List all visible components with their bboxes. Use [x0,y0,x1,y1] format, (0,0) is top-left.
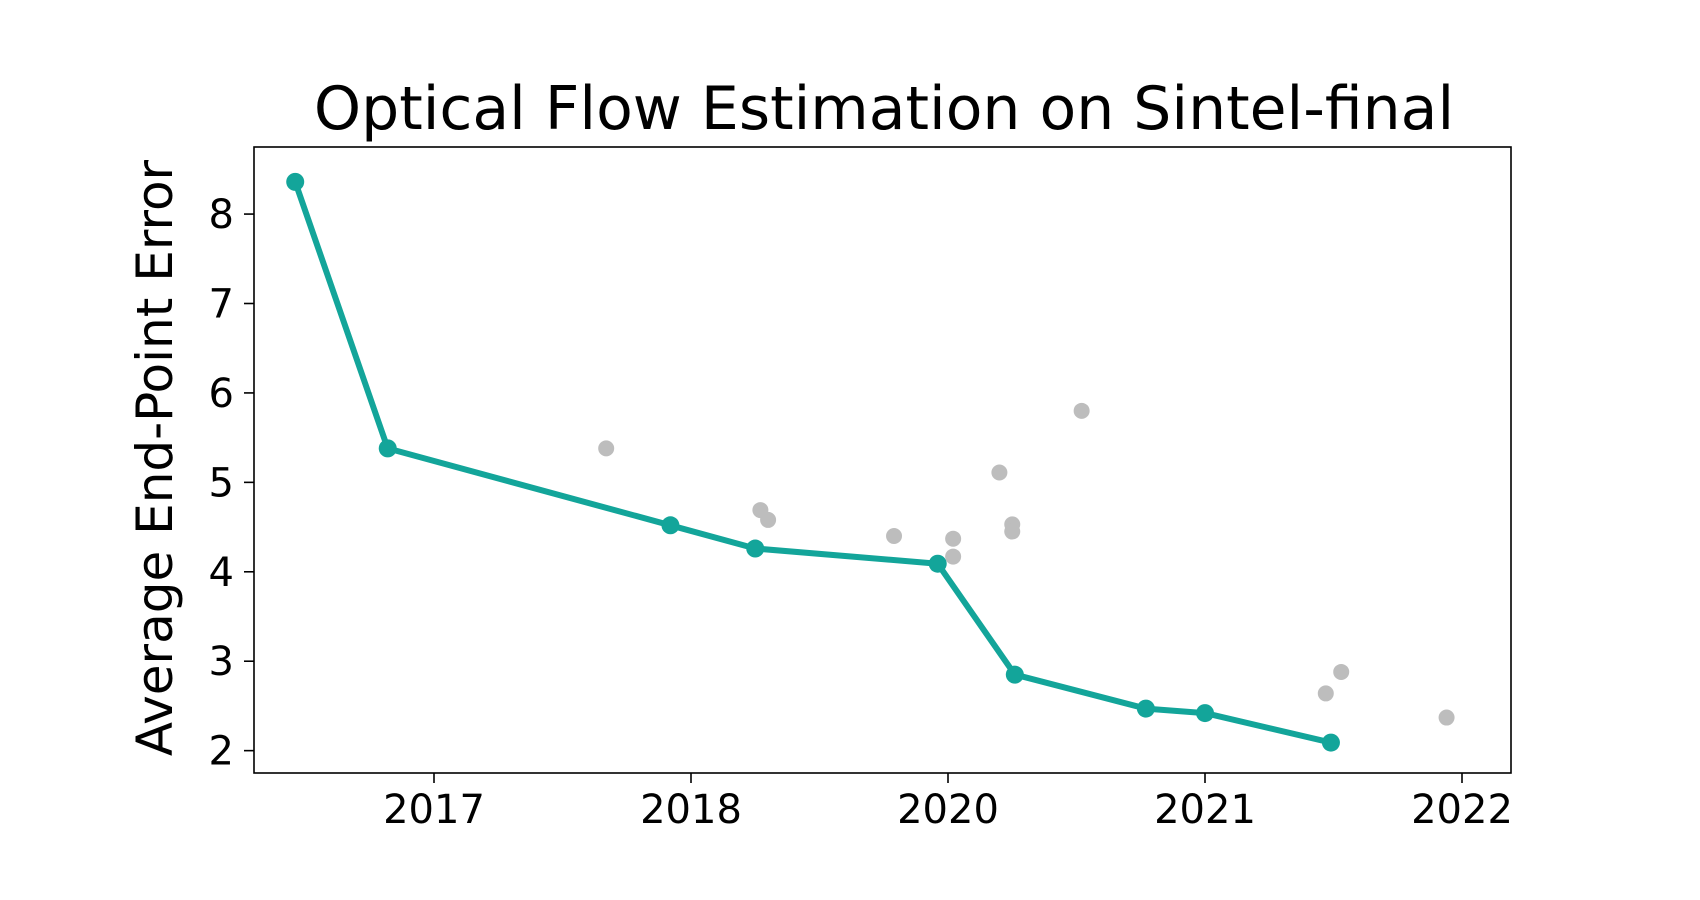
plot-marks [286,172,1455,752]
other-method-point [886,528,903,545]
other-method-point [1438,709,1455,726]
x-tick-label: 2021 [1154,787,1256,833]
other-method-point [1333,663,1350,680]
sota-point [286,172,305,191]
sota-point [1321,733,1340,752]
other-method-point [1317,685,1334,702]
sota-point [928,554,947,573]
y-tick-label: 6 [209,371,234,417]
other-method-point [1004,523,1021,540]
other-method-point [1073,402,1090,419]
other-method-point [760,511,777,528]
y-tick-label: 3 [209,639,234,685]
x-tick-label: 2020 [897,787,999,833]
other-method-point [945,548,962,565]
other-method-point [991,464,1008,481]
sota-point [661,516,680,535]
plot-area-frame [253,146,1512,774]
x-tick-label: 2017 [383,787,485,833]
y-axis-label: Average End-Point Error [126,159,184,756]
sota-point [378,439,397,458]
sota-point [1196,704,1214,723]
sota-line [292,178,1334,746]
y-tick-label: 5 [209,460,234,506]
x-tick-label: 2018 [640,787,742,833]
y-tick-label: 8 [209,192,234,238]
other-method-point [945,530,962,547]
sota-point [1136,699,1155,718]
chart-title: Optical Flow Estimation on Sintel-final [314,74,1454,144]
y-tick-label: 7 [209,282,234,328]
y-tick-label: 2 [209,729,234,775]
axis-ticks: 2 3 4 5 6 7 8 2017 2018 2020 2021 2022 [209,192,1513,833]
x-tick-label: 2022 [1411,787,1513,833]
other-method-point [598,440,615,457]
y-tick-label: 4 [209,550,234,596]
sota-point [746,539,765,558]
sota-point [1005,665,1024,684]
